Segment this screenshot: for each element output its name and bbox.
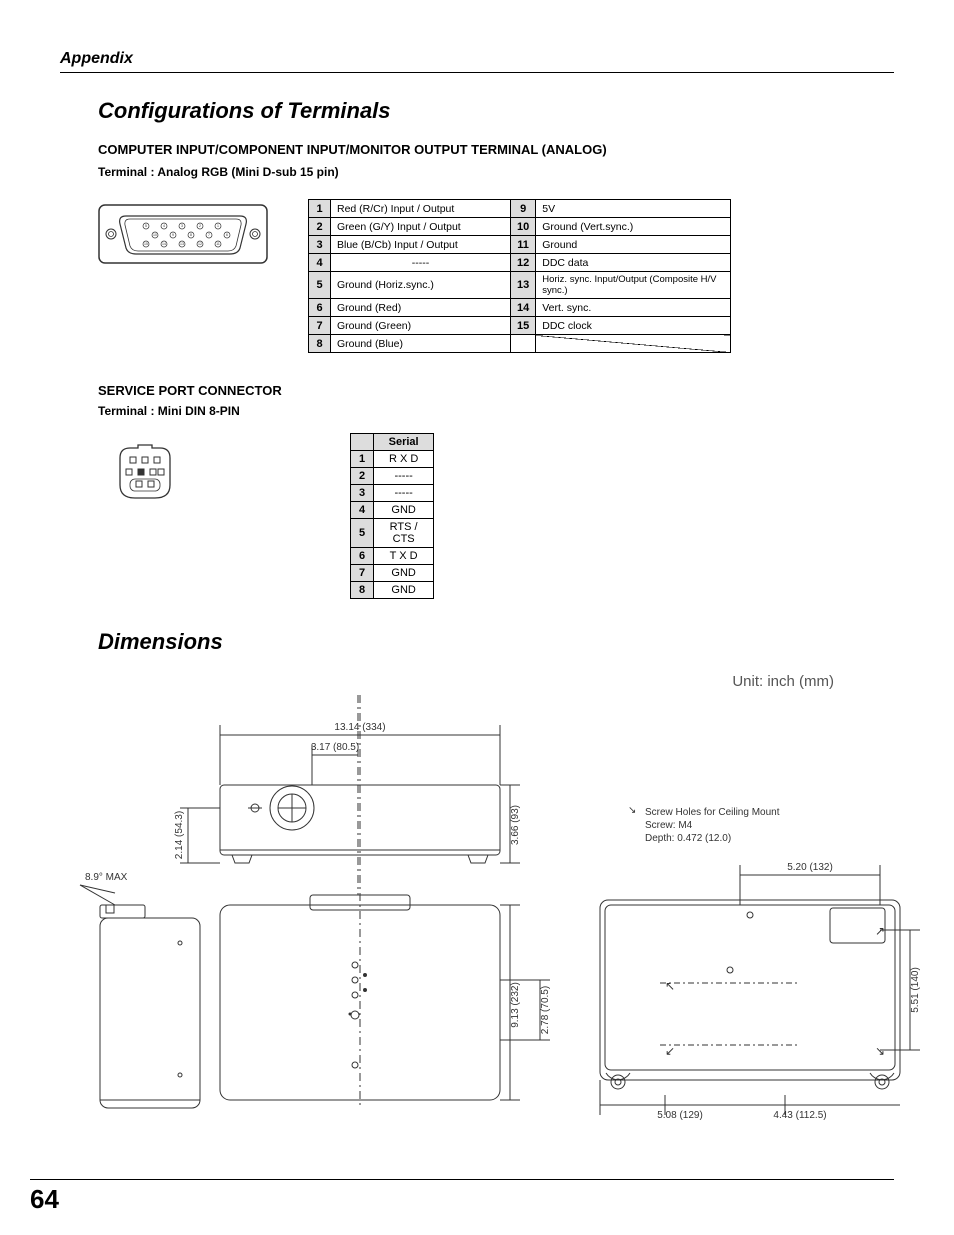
serial-pin-num: 5: [351, 519, 374, 548]
pin-desc: Ground: [536, 236, 731, 254]
dsub-pin-table: 1Red (R/Cr) Input / Output95V 2Green (G/Y…: [308, 199, 731, 353]
svg-text:1: 1: [217, 224, 219, 228]
svg-text:5.20 (132): 5.20 (132): [787, 862, 833, 873]
pin-desc: Red (R/Cr) Input / Output: [331, 200, 511, 218]
serial-header: Serial: [374, 434, 434, 451]
title-dimensions: Dimensions: [60, 629, 894, 655]
pin-num: 3: [309, 236, 331, 254]
svg-text:4.43 (112.5): 4.43 (112.5): [773, 1110, 826, 1121]
svg-text:3: 3: [181, 224, 183, 228]
svg-text:12: 12: [198, 242, 202, 246]
dimensions-diagram: 13.14 (334) 3.17 (80.5): [60, 695, 894, 1175]
pin-num: 12: [511, 254, 536, 272]
svg-text:↘: ↘: [628, 805, 636, 816]
pin-num: 5: [309, 272, 331, 299]
svg-text:11: 11: [216, 242, 220, 246]
page-number: 64: [30, 1184, 59, 1215]
serial-pin-val: T X D: [374, 548, 434, 565]
svg-text:2.14 (54.3): 2.14 (54.3): [174, 811, 185, 859]
svg-text:10: 10: [153, 233, 157, 237]
svg-text:8.9° MAX: 8.9° MAX: [85, 872, 128, 883]
svg-text:3.66 (93): 3.66 (93): [510, 805, 521, 845]
serial-pin-val: GND: [374, 582, 434, 599]
svg-text:Screw Holes for Ceiling Mount: Screw Holes for Ceiling Mount: [645, 807, 780, 818]
pin-desc: [536, 335, 731, 353]
service-port-heading: SERVICE PORT CONNECTOR: [98, 383, 894, 398]
svg-text:3.17 (80.5): 3.17 (80.5): [311, 742, 359, 753]
svg-text:4: 4: [163, 224, 165, 228]
dsub-connector-diagram: 5 4 3 2 1 10 9 8 7 6 15 14 13 12 11: [98, 204, 268, 269]
svg-text:2: 2: [199, 224, 201, 228]
svg-text:6: 6: [226, 233, 228, 237]
pin-desc: Ground (Red): [331, 299, 511, 317]
serial-pin-num: 6: [351, 548, 374, 565]
pin-desc: Ground (Horiz.sync.): [331, 272, 511, 299]
serial-pin-table: Serial 1R X D2-----3-----4GND5RTS / CTS6…: [350, 433, 434, 599]
pin-num: [511, 335, 536, 353]
svg-text:Screw: M4: Screw: M4: [645, 820, 693, 831]
serial-pin-val: GND: [374, 502, 434, 519]
computer-input-heading: COMPUTER INPUT/COMPONENT INPUT/MONITOR O…: [60, 142, 894, 157]
pin-num: 7: [309, 317, 331, 335]
serial-pin-num: 7: [351, 565, 374, 582]
svg-text:9: 9: [172, 233, 174, 237]
pin-num: 14: [511, 299, 536, 317]
svg-text:15: 15: [144, 242, 148, 246]
serial-pin-val: -----: [374, 485, 434, 502]
pin-num: 1: [309, 200, 331, 218]
svg-text:5: 5: [145, 224, 147, 228]
serial-pin-num: 1: [351, 451, 374, 468]
serial-pin-num: 4: [351, 502, 374, 519]
serial-pin-num: 2: [351, 468, 374, 485]
svg-text:7: 7: [208, 233, 210, 237]
service-port-subheading: Terminal : Mini DIN 8-PIN: [98, 404, 894, 418]
svg-text:↙: ↙: [665, 1044, 675, 1058]
svg-text:5.51 (140): 5.51 (140): [910, 967, 921, 1013]
serial-pin-num: 8: [351, 582, 374, 599]
pin-num: 13: [511, 272, 536, 299]
pin-desc: DDC clock: [536, 317, 731, 335]
section-header: Appendix: [60, 50, 894, 73]
svg-text:↖: ↖: [665, 979, 675, 993]
computer-input-subheading: Terminal : Analog RGB (Mini D-sub 15 pin…: [60, 165, 894, 179]
pin-desc: Vert. sync.: [536, 299, 731, 317]
pin-num: 10: [511, 218, 536, 236]
pin-desc: Green (G/Y) Input / Output: [331, 218, 511, 236]
svg-text:9.13 (232): 9.13 (232): [510, 982, 521, 1028]
title-configurations: Configurations of Terminals: [60, 98, 894, 124]
svg-text:Depth: 0.472 (12.0): Depth: 0.472 (12.0): [645, 833, 731, 844]
pin-desc: Blue (B/Cb) Input / Output: [331, 236, 511, 254]
pin-num: 11: [511, 236, 536, 254]
pin-num: 2: [309, 218, 331, 236]
svg-text:2.78 (70.5): 2.78 (70.5): [540, 986, 551, 1034]
pin-num: 4: [309, 254, 331, 272]
serial-pin-val: GND: [374, 565, 434, 582]
pin-num: 15: [511, 317, 536, 335]
unit-label: Unit: inch (mm): [60, 673, 894, 690]
pin-desc: DDC data: [536, 254, 731, 272]
serial-pin-val: -----: [374, 468, 434, 485]
serial-pin-val: R X D: [374, 451, 434, 468]
svg-text:8: 8: [190, 233, 192, 237]
mini-din-diagram: [110, 443, 180, 508]
svg-text:13: 13: [180, 242, 184, 246]
svg-text:14: 14: [162, 242, 166, 246]
serial-pin-val: RTS / CTS: [374, 519, 434, 548]
svg-text:↘: ↘: [875, 1044, 885, 1058]
pin-desc: Ground (Blue): [331, 335, 511, 353]
svg-text:5.08 (129): 5.08 (129): [657, 1110, 703, 1121]
pin-desc: -----: [331, 254, 511, 272]
pin-desc: 5V: [536, 200, 731, 218]
svg-text:↗: ↗: [875, 924, 885, 938]
pin-num: 9: [511, 200, 536, 218]
pin-num: 6: [309, 299, 331, 317]
pin-desc: Horiz. sync. Input/Output (Composite H/V…: [536, 272, 731, 299]
serial-pin-num: 3: [351, 485, 374, 502]
pin-num: 8: [309, 335, 331, 353]
pin-desc: Ground (Vert.sync.): [536, 218, 731, 236]
pin-desc: Ground (Green): [331, 317, 511, 335]
